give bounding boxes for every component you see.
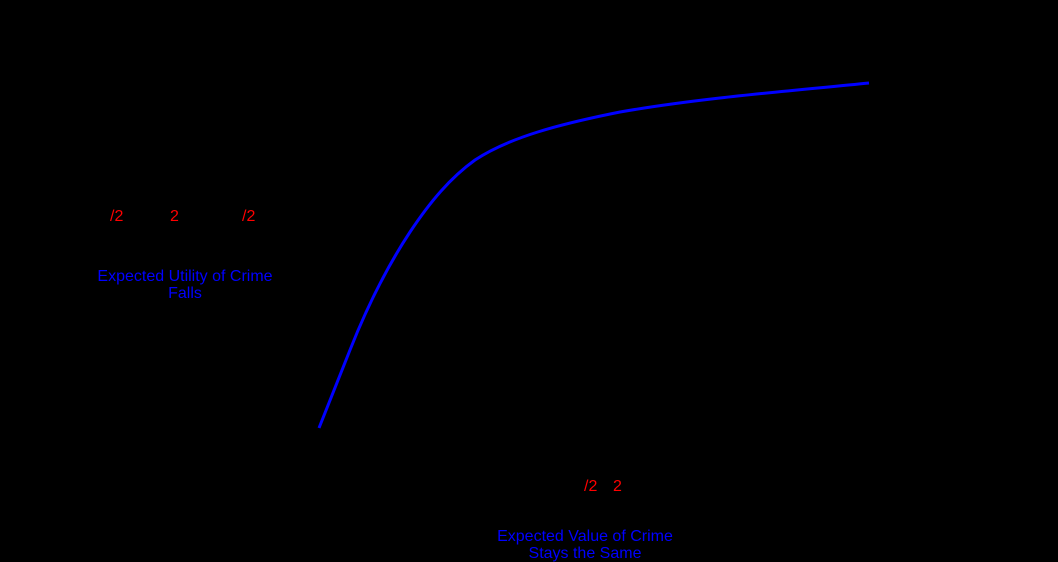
bottom-label-half: /2 [584,478,598,495]
expected-utility-caption-line2: Falls [168,285,202,302]
left-label-half-1: /2 [110,208,124,225]
left-label-half-2: /2 [242,208,256,225]
left-label-two: 2 [170,208,179,225]
expected-value-caption-line2: Stays the Same [528,545,642,562]
utility-curve [317,81,870,429]
expected-utility-caption: Expected Utility of Crime Falls [70,268,300,302]
expected-utility-caption-line1: Expected Utility of Crime [97,268,273,285]
expected-value-caption: Expected Value of Crime Stays the Same [470,528,700,562]
expected-value-caption-line1: Expected Value of Crime [497,528,673,545]
bottom-label-two: 2 [613,478,622,495]
